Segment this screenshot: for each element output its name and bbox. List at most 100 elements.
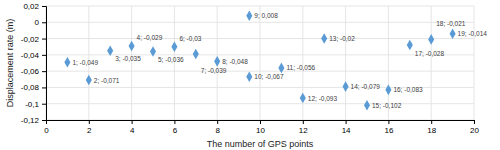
grid-line-x <box>345 6 346 120</box>
tick-mark <box>42 39 46 40</box>
grid-line-y <box>46 6 474 7</box>
tick-label: 16 <box>384 126 393 135</box>
tick: -0,12 <box>21 116 46 125</box>
grid <box>46 6 474 120</box>
tick-mark <box>346 120 347 124</box>
tick-label: -0,12 <box>21 116 40 125</box>
point <box>385 85 391 96</box>
data-label: 10; -0,067 <box>254 73 284 80</box>
tick-label: 14 <box>342 126 351 135</box>
tick-mark <box>42 22 46 23</box>
grid-line-x <box>131 6 132 120</box>
tick-mark <box>132 120 133 124</box>
tick-mark <box>474 120 475 124</box>
tick: -0,02 <box>21 35 46 44</box>
tick-mark <box>42 6 46 7</box>
grid-line-x <box>431 6 432 120</box>
tick-label: -0,08 <box>21 83 40 92</box>
grid-line-y <box>46 38 474 39</box>
grid-line-y <box>46 103 474 104</box>
tick: 12 <box>299 120 308 135</box>
tick: 18 <box>427 120 436 135</box>
data-label: 9; 0,008 <box>254 12 278 19</box>
points <box>64 11 455 111</box>
data-label: 13; -0,02 <box>329 35 355 42</box>
data-label: 5; -0,036 <box>158 56 184 63</box>
data-label: 19; -0,014 <box>458 30 488 37</box>
tick-mark <box>174 120 175 124</box>
point <box>246 11 252 22</box>
data-label: 15; -0,102 <box>372 102 402 109</box>
data-labels: 1; -0,049 2; -0,071 3; -0,035 4; -0,029 5; -… <box>72 12 487 109</box>
grid-line-y <box>46 22 474 23</box>
x-axis: 0 2 4 6 8 10 12 14 16 18 20 <box>44 120 479 135</box>
tick-label: 4 <box>130 126 135 135</box>
point <box>107 46 113 57</box>
tick-mark <box>217 120 218 124</box>
tick: 10 <box>256 120 265 135</box>
data-label: 1; -0,049 <box>72 59 98 66</box>
y-axis: 0,02 0 -0,02 -0,04 -0,06 -0,08 -0,1 -0,12 <box>21 2 47 125</box>
data-label: 11; -0,056 <box>286 64 315 71</box>
point <box>321 33 327 44</box>
data-label: 3; -0,035 <box>115 55 141 62</box>
point <box>300 93 306 104</box>
tick: 2 <box>87 120 92 135</box>
tick-label: -0,04 <box>21 51 40 60</box>
point <box>428 34 434 45</box>
y-axis-title: Displacement rate (m) <box>5 19 15 108</box>
tick-label: -0,1 <box>25 100 39 109</box>
tick-mark <box>89 120 90 124</box>
data-label: 6; -0,03 <box>179 35 201 42</box>
tick-mark <box>303 120 304 124</box>
grid-line-x <box>474 6 475 120</box>
data-label: 16; -0,083 <box>393 86 423 93</box>
tick-label: 20 <box>470 126 479 135</box>
point <box>450 28 456 39</box>
point <box>343 81 349 92</box>
tick-label: 6 <box>173 126 178 135</box>
tick-mark <box>260 120 261 124</box>
data-label: 12; -0,093 <box>308 95 338 102</box>
data-label: 18; -0,021 <box>436 20 466 27</box>
point <box>278 63 284 74</box>
data-label: 2; -0,071 <box>94 77 120 84</box>
chart-container: 0 2 4 6 8 10 12 14 16 18 20 0,02 0 -0,02 -0,04 -0,06 -0,… <box>0 0 500 150</box>
point <box>86 75 92 86</box>
tick-mark <box>42 87 46 88</box>
axis-line <box>42 7 47 121</box>
tick: 16 <box>384 120 393 135</box>
x-axis-title: The number of GPS points <box>207 139 314 149</box>
point <box>129 41 135 52</box>
data-label: 4; -0,029 <box>137 34 163 41</box>
tick: 20 <box>470 120 479 135</box>
tick: 0 <box>44 120 49 135</box>
tick: 8 <box>215 120 220 135</box>
point <box>64 57 70 68</box>
data-label: 8; -0,048 <box>222 58 248 65</box>
axis-line <box>47 121 475 125</box>
tick: 0,02 <box>23 2 46 11</box>
tick-mark <box>42 55 46 56</box>
point <box>193 49 199 60</box>
point <box>246 72 252 83</box>
point <box>214 56 220 67</box>
tick-mark <box>42 104 46 105</box>
point <box>171 41 177 52</box>
point <box>364 100 370 111</box>
tick: 4 <box>130 120 135 135</box>
tick-label: -0,02 <box>21 35 40 44</box>
tick: -0,06 <box>21 67 46 76</box>
grid-line-x <box>260 6 261 120</box>
tick-mark <box>42 120 46 121</box>
tick: 6 <box>173 120 178 135</box>
tick-mark <box>431 120 432 124</box>
tick: -0,1 <box>25 100 46 109</box>
plot: 0 2 4 6 8 10 12 14 16 18 20 0,02 0 -0,02 -0,04 -0,06 -0,… <box>21 2 487 135</box>
tick: -0,08 <box>21 83 46 92</box>
chart: 0 2 4 6 8 10 12 14 16 18 20 0,02 0 -0,02 -0,04 -0,06 -0,… <box>0 0 500 150</box>
tick-label: 0 <box>35 18 40 27</box>
tick: -0,04 <box>21 51 46 60</box>
tick-label: 8 <box>215 126 220 135</box>
tick-label: 12 <box>299 126 308 135</box>
